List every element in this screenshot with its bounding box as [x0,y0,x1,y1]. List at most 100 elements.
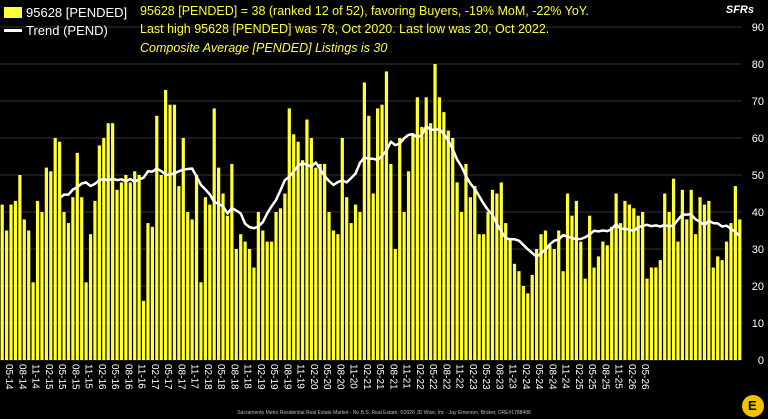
gridlines [0,26,742,361]
bar [477,234,481,360]
x-tick: 05-14 [3,364,14,390]
x-tick: 05-16 [109,364,120,390]
bar [27,230,31,360]
trend-series [58,125,741,258]
bar [446,130,450,360]
x-tick: 05-15 [56,364,67,390]
annotation-summary: 95628 [PENDED] = 38 (ranked 12 of 52), f… [140,4,589,18]
bar [632,208,636,360]
x-tick: 08-18 [228,364,239,390]
x-tick-label: 05-15 [56,364,67,390]
bar [380,104,384,360]
bar [133,171,137,360]
bar [141,300,146,360]
bar-series [0,64,742,361]
x-tick-label: 11-25 [613,364,624,389]
bar [345,197,349,360]
x-tick: 11-17 [189,364,200,389]
x-tick: 02-25 [573,364,584,390]
annotation-high-low: Last high 95628 [PENDED] was 78, Oct 202… [140,22,550,36]
bar [384,71,389,361]
bar [415,97,419,361]
bar [155,115,159,360]
bar [495,193,499,360]
bar [543,230,548,360]
bar [389,163,393,360]
x-tick: 08-16 [122,364,133,390]
bar [406,171,411,360]
x-tick: 02-15 [43,364,54,390]
x-tick-label: 08-25 [599,364,610,390]
bar [468,197,472,360]
x-tick-label: 11-14 [30,364,41,389]
x-tick-label: 05-23 [480,364,491,390]
x-tick: 11-22 [454,364,465,389]
bar [111,123,115,360]
bar [733,186,737,360]
bar [274,212,278,360]
x-tick-label: 02-21 [361,364,372,390]
bar [300,160,305,360]
x-tick: 05-23 [480,364,491,390]
bar [579,241,583,360]
y-tick-label: 0 [758,355,764,367]
y-tick-label: 50 [752,170,764,182]
bar [654,267,658,360]
x-tick: 11-15 [83,364,94,389]
bar [689,189,693,360]
x-tick-label: 11-15 [83,364,94,389]
bar [40,212,44,360]
bar [702,204,707,360]
bar [0,204,4,360]
bar [49,171,53,360]
bar [5,230,9,360]
legend-item-bars: 95628 [PENDED] [4,3,127,21]
bar [172,104,177,360]
x-tick-label: 11-24 [560,364,571,389]
bar [234,249,238,360]
bar [610,226,614,360]
x-tick-label: 02-24 [520,364,531,390]
x-tick: 11-20 [348,364,359,389]
legend-label-trend: Trend (PEND) [26,22,108,38]
bar [159,175,163,360]
bar [225,215,230,360]
x-tick-label: 02-23 [467,364,478,390]
bar [402,212,406,360]
bar [71,197,75,360]
bar [393,249,397,360]
x-tick: 11-16 [136,364,147,389]
bar [433,64,437,360]
x-tick: 02-23 [467,364,478,390]
x-tick-label: 02-18 [202,364,213,390]
y-tick-label: 30 [752,244,764,256]
x-tick-label: 05-19 [268,364,279,390]
bar [84,282,88,360]
x-tick: 08-22 [440,364,451,390]
bar [367,115,371,360]
bar [411,134,415,360]
x-tick-label: 02-15 [43,364,54,390]
bar [243,241,247,360]
bar [557,230,561,360]
x-tick-label: 08-24 [546,364,557,390]
x-tick-label: 08-20 [334,364,345,390]
bar [459,212,464,360]
y-tick-label: 80 [752,59,764,71]
bar [9,204,13,360]
bar [318,163,322,360]
x-tick: 11-23 [507,364,518,389]
x-tick: 02-19 [255,364,266,390]
bar [230,163,234,360]
x-tick: 08-21 [387,364,398,390]
x-tick-label: 08-17 [175,364,186,390]
x-tick: 02-21 [361,364,372,390]
bar [512,263,517,360]
bar [331,230,336,360]
x-tick: 02-17 [149,364,160,390]
y-tick-label: 60 [752,133,764,145]
bar [605,245,609,360]
bar [724,241,729,360]
y-unit-label: SFRs [725,4,754,16]
bar [336,234,340,360]
